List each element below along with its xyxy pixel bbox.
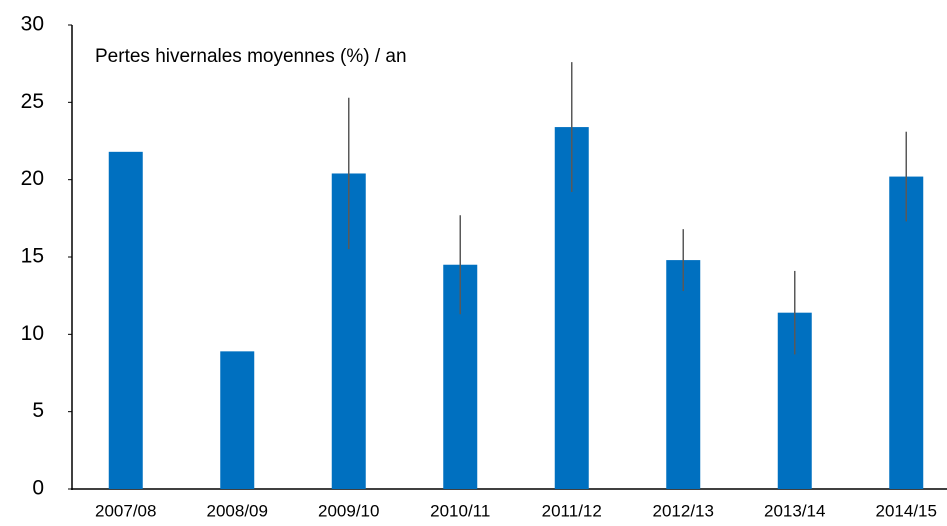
y-tick-label: 0 <box>32 477 44 500</box>
bar <box>220 351 255 489</box>
y-tick-label: 10 <box>21 322 44 345</box>
x-tick-label: 2012/13 <box>653 501 714 520</box>
y-tick-label: 15 <box>21 245 44 268</box>
x-tick-label: 2008/09 <box>207 501 268 520</box>
x-tick-label: 2010/11 <box>430 501 490 520</box>
bar <box>108 151 143 489</box>
bar <box>889 176 924 489</box>
x-tick-label: 2013/14 <box>764 501 825 520</box>
chart-title: Pertes hivernales moyennes (%) / an <box>95 46 407 67</box>
y-tick-label: 5 <box>32 399 44 422</box>
x-tick-label: 2007/08 <box>95 501 156 520</box>
y-tick-label: 30 <box>21 13 44 36</box>
x-tick-label: 2014/15 <box>876 501 937 520</box>
y-tick-label: 20 <box>21 167 44 190</box>
x-tick-label: 2009/10 <box>318 501 379 520</box>
x-tick-label: 2011/12 <box>542 501 602 520</box>
bar <box>666 260 701 489</box>
y-tick-label: 25 <box>21 90 44 113</box>
